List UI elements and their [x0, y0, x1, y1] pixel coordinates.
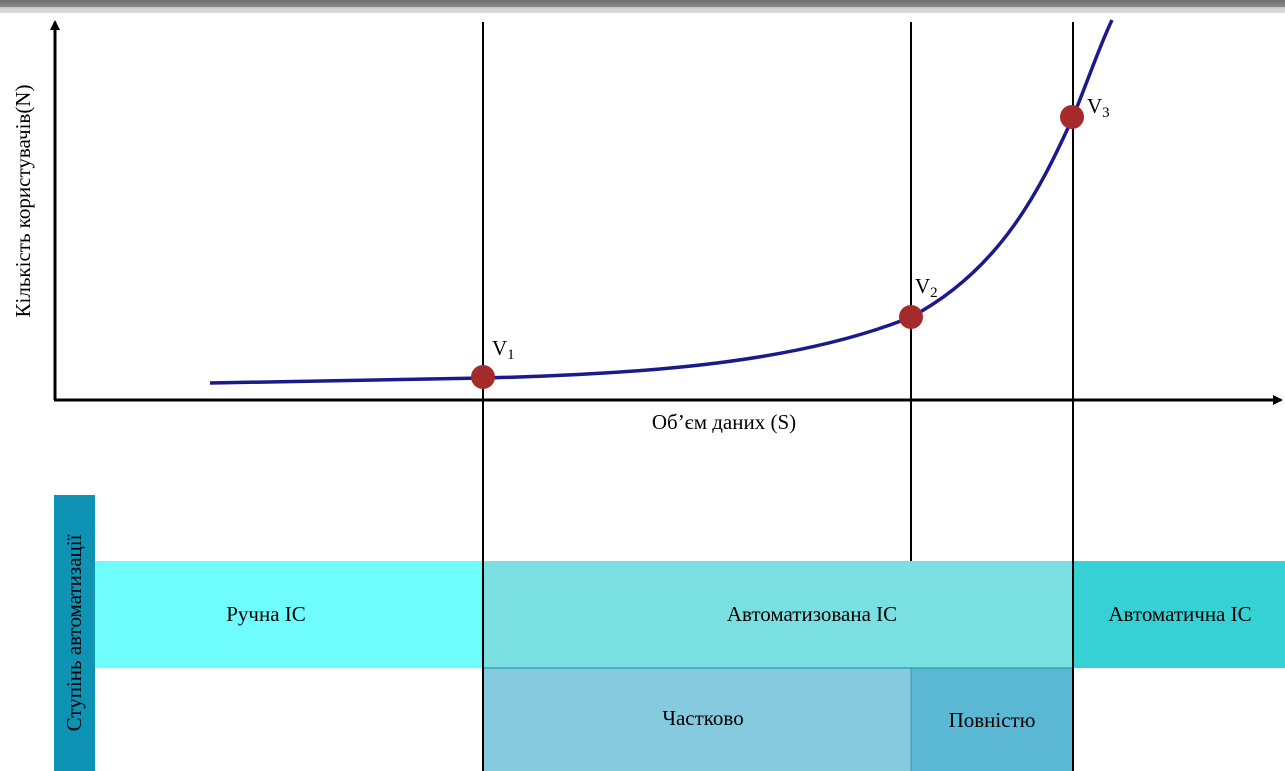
band-partial: [483, 668, 911, 771]
band-automatic-label: Автоматична ІС: [1108, 602, 1251, 626]
top-border: [0, 0, 1285, 13]
band-manual-label: Ручна ІС: [226, 602, 306, 626]
y-axis-label: Кількість користувачів(N): [11, 85, 35, 318]
point-v1-label: V1: [492, 336, 515, 363]
point-v2: [899, 305, 923, 329]
side-label: Ступінь автоматизації: [62, 534, 86, 731]
band-automated-label: Автоматизована ІС: [727, 602, 897, 626]
growth-curve: [209, 19, 1114, 385]
point-v1: [471, 365, 495, 389]
band-partial-label: Частково: [662, 706, 743, 730]
band-automated: [483, 561, 1073, 668]
side-label-box: [54, 495, 95, 771]
band-automatic: [1073, 561, 1285, 668]
point-v3-label: V3: [1087, 94, 1110, 121]
band-manual: [95, 561, 483, 668]
x-axis-label: Об’єм даних (S): [652, 410, 796, 434]
point-v3: [1060, 105, 1084, 129]
band-full-label: Повністю: [949, 708, 1036, 732]
band-full: [911, 668, 1073, 771]
point-v2-label: V2: [915, 274, 938, 301]
